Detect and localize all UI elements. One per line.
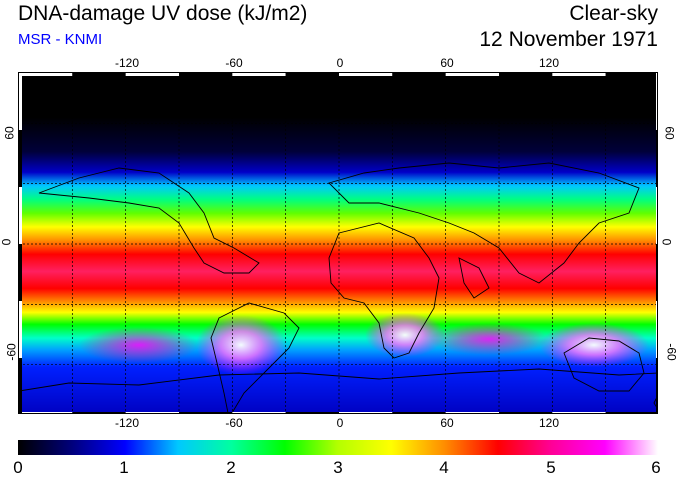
colorbar-tick-label: 0 <box>13 458 23 477</box>
graticule <box>19 73 657 413</box>
frame-tick-top <box>499 73 553 76</box>
uv-dose-map <box>18 72 658 414</box>
lon-label-top: 0 <box>336 56 344 70</box>
frame-tick-top <box>445 73 499 76</box>
frame-tick-bottom <box>19 412 73 413</box>
coast-new-zealand <box>653 395 657 409</box>
uv-maximum-africa <box>365 313 445 357</box>
colorbar-tick-label: 3 <box>333 458 343 477</box>
frame-tick-top <box>392 73 446 76</box>
colorbar-tick-label: 5 <box>546 458 556 477</box>
frame-tick-bottom <box>605 412 657 413</box>
lon-label-top: -60 <box>225 56 243 70</box>
frame-tick-bottom <box>179 412 233 413</box>
frame-tick-bottom <box>125 412 179 413</box>
coast-australia <box>563 337 645 392</box>
frame-tick-bottom <box>392 412 446 413</box>
map-title: DNA-damage UV dose (kJ/m2) <box>18 2 308 25</box>
frame-tick-top <box>179 73 233 76</box>
coast-eurasia <box>328 162 640 284</box>
frame-tick-right <box>656 358 657 413</box>
frame-tick-left <box>19 244 22 301</box>
lat-label-left: 60 <box>2 126 17 140</box>
source-label: MSR - KNMI <box>18 31 103 48</box>
lon-label-bottom: 120 <box>538 416 560 430</box>
frame-tick-bottom <box>339 412 393 413</box>
frame-tick-top <box>285 73 339 76</box>
frame-tick-top <box>339 73 393 76</box>
lat-label-left: -60 <box>4 343 19 361</box>
coast-antarctica <box>19 368 657 392</box>
frame-tick-top <box>72 73 126 76</box>
frame-tick-bottom <box>232 412 286 413</box>
sky-condition-label: Clear-sky <box>569 2 658 25</box>
frame-tick-bottom <box>445 412 499 413</box>
lon-label-top: -120 <box>114 56 140 70</box>
uv-dose-colorbar <box>18 440 658 455</box>
frame-tick-top <box>232 73 286 76</box>
frame-tick-top <box>125 73 179 76</box>
colorbar-tick-label: 2 <box>226 458 236 477</box>
frame-tick-right <box>656 244 657 301</box>
lat-label-right: 60 <box>662 126 677 140</box>
lon-label-top: 60 <box>440 56 454 70</box>
coastlines <box>19 162 657 413</box>
lon-label-bottom: 60 <box>440 416 454 430</box>
frame-ticks <box>19 73 657 413</box>
frame-tick-bottom <box>552 412 606 413</box>
frame-tick-left <box>19 73 22 130</box>
uv-dose-map-svg <box>19 73 657 413</box>
coast-north-america <box>38 167 260 274</box>
colorbar-tick-label: 1 <box>119 458 129 477</box>
uv-high-indian-ocean <box>429 323 549 355</box>
lon-label-bottom: 0 <box>336 416 344 430</box>
frame-tick-right <box>656 301 657 358</box>
frame-tick-right <box>656 130 657 187</box>
lat-label-left: 0 <box>0 238 14 246</box>
frame-tick-bottom <box>499 412 553 413</box>
frame-tick-right <box>656 187 657 244</box>
frame-tick-left <box>19 301 22 358</box>
frame-tick-bottom <box>285 412 339 413</box>
uv-maximum-australia <box>539 323 649 367</box>
frame-tick-top <box>19 73 73 76</box>
frame-tick-left <box>19 187 22 244</box>
uv-high-pacific <box>79 327 199 363</box>
date-label: 12 November 1971 <box>479 28 658 51</box>
lon-label-top: 120 <box>538 56 560 70</box>
uv-maximum-south-america <box>196 315 286 375</box>
frame-tick-left <box>19 358 22 413</box>
frame-tick-left <box>19 130 22 187</box>
frame-tick-right <box>656 73 657 130</box>
lon-label-bottom: -60 <box>225 416 243 430</box>
coast-south-america <box>210 302 300 413</box>
lon-label-bottom: -120 <box>114 416 140 430</box>
frame-tick-bottom <box>72 412 126 413</box>
frame-tick-top <box>605 73 657 76</box>
colorbar-tick-label: 6 <box>651 458 661 477</box>
lat-label-right: 0 <box>659 238 674 246</box>
coast-india <box>458 257 490 299</box>
coast-africa <box>328 222 440 359</box>
lat-label-right: -60 <box>664 343 678 361</box>
colorbar-tick-label: 4 <box>439 458 449 477</box>
frame-tick-top <box>552 73 606 76</box>
